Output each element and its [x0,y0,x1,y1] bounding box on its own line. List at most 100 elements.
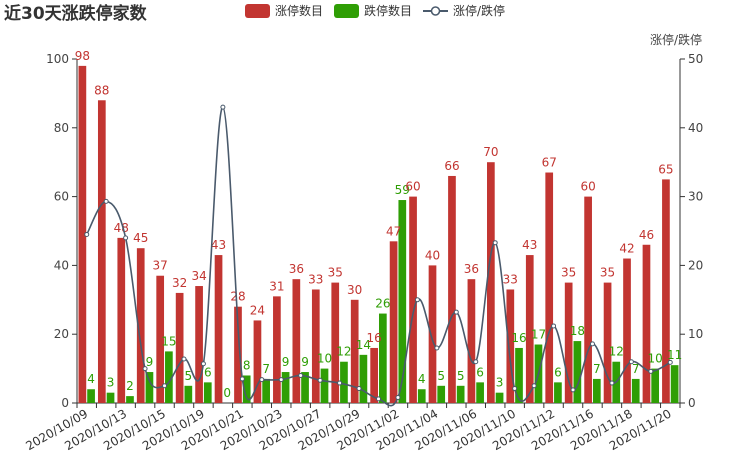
label-limit-up: 70 [483,145,498,159]
right-axis-name: 涨停/跌停 [650,32,702,47]
y-left-tick-label: 80 [54,121,69,135]
label-limit-down: 5 [185,369,193,383]
ratio-line [86,106,671,407]
ratio-point [434,345,440,351]
bar-limit-up [214,255,223,403]
bar-limit-up [525,255,534,403]
label-limit-down: 11 [667,348,682,362]
legend-label-limit-up: 涨停数目 [275,3,323,18]
label-limit-down: 3 [107,376,115,390]
label-limit-up: 28 [230,290,245,304]
y-left-tick-label: 100 [46,52,69,66]
label-limit-up: 47 [386,224,401,238]
bar-limit-down [495,392,504,403]
label-limit-down: 9 [282,355,290,369]
bar-limit-up [78,65,87,403]
legend-swatch-limit-up [245,4,270,18]
label-limit-up: 42 [619,242,634,256]
label-limit-down: 7 [632,362,640,376]
label-limit-down: 6 [554,365,562,379]
label-limit-down: 4 [418,372,426,386]
ratio-point [356,386,362,392]
label-limit-down: 10 [317,352,332,366]
label-limit-up: 67 [542,156,557,170]
ratio-point [103,198,109,204]
label-limit-up: 33 [308,272,323,286]
label-limit-up: 36 [464,262,479,276]
y-right-tick-label: 20 [688,258,703,272]
legend[interactable]: 涨停数目 跌停数目 涨停/跌停 [245,3,505,18]
ratio-point [648,368,654,374]
bar-limit-down [184,385,193,403]
bar-limit-up [467,279,476,403]
label-limit-up: 48 [114,221,129,235]
bar-limit-down [126,396,134,403]
label-limit-up: 46 [639,228,654,242]
bar-limit-up [389,241,398,403]
bar-limit-down [592,378,601,403]
y-right-tick-label: 10 [688,327,703,341]
label-limit-down: 8 [243,358,251,372]
bar-limit-down [262,378,270,403]
label-limit-down: 59 [395,183,410,197]
bar-limit-up [603,282,612,403]
bar-limit-down [203,382,212,403]
bar-limit-down [340,361,348,403]
bar-limit-up [117,237,126,403]
legend-marker-ratio [430,6,441,16]
ratio-point [181,356,187,362]
label-limit-down: 6 [204,365,212,379]
bar-limit-up [136,248,145,403]
bar-limit-up [409,196,417,403]
bar-limit-down [631,378,640,403]
ratio-point [278,377,284,383]
ratio-point [142,366,148,372]
y-right-tick-label: 30 [688,190,703,204]
label-limit-up: 66 [444,159,459,173]
bar-limit-up [642,244,651,403]
legend-swatch-limit-down [334,4,359,18]
bar-limit-up [253,320,262,403]
label-limit-up: 98 [75,49,90,63]
ratio-point [259,377,265,383]
label-limit-down: 9 [146,355,154,369]
bar-limit-down [145,372,154,403]
ratio-point [84,231,90,237]
ratio-point [317,377,323,383]
y-right-tick-label: 0 [688,396,696,410]
ratio-point [589,341,595,347]
bar-limit-down [417,389,426,403]
legend-item-limit-up[interactable]: 涨停数目 [245,3,323,18]
bar-limit-down [398,200,407,403]
ratio-point [414,297,420,303]
ratio-point [376,396,381,402]
label-limit-down: 14 [356,338,371,352]
ratio-point [200,361,206,367]
bar-limit-up [370,347,378,403]
bar-limit-down [670,365,679,403]
label-limit-down: 10 [648,352,663,366]
bar-limit-down [301,372,309,403]
label-limit-down: 15 [161,334,176,348]
bar-limit-down [242,375,251,403]
legend-item-ratio[interactable]: 涨停/跌停 [423,3,505,18]
ratio-point [162,383,168,389]
legend-item-limit-down[interactable]: 跌停数目 [334,3,412,18]
label-limit-up: 35 [600,266,615,280]
label-limit-down: 6 [476,365,484,379]
legend-label-ratio: 涨停/跌停 [453,3,505,18]
y-left-tick-label: 20 [54,327,69,341]
bar-limit-up [234,306,242,403]
label-limit-up: 31 [269,279,284,293]
bar-limit-up [487,162,495,403]
bar-limit-up [156,275,165,403]
label-limit-up: 30 [347,283,362,297]
label-limit-up: 43 [211,238,226,252]
bar-limit-up [350,299,359,403]
bar-limit-up [623,258,631,403]
label-limit-up: 16 [367,331,382,345]
label-limit-down: 9 [301,355,309,369]
ratio-point [337,380,343,386]
bar-limit-down [106,392,115,403]
bar-limit-down [651,368,660,403]
